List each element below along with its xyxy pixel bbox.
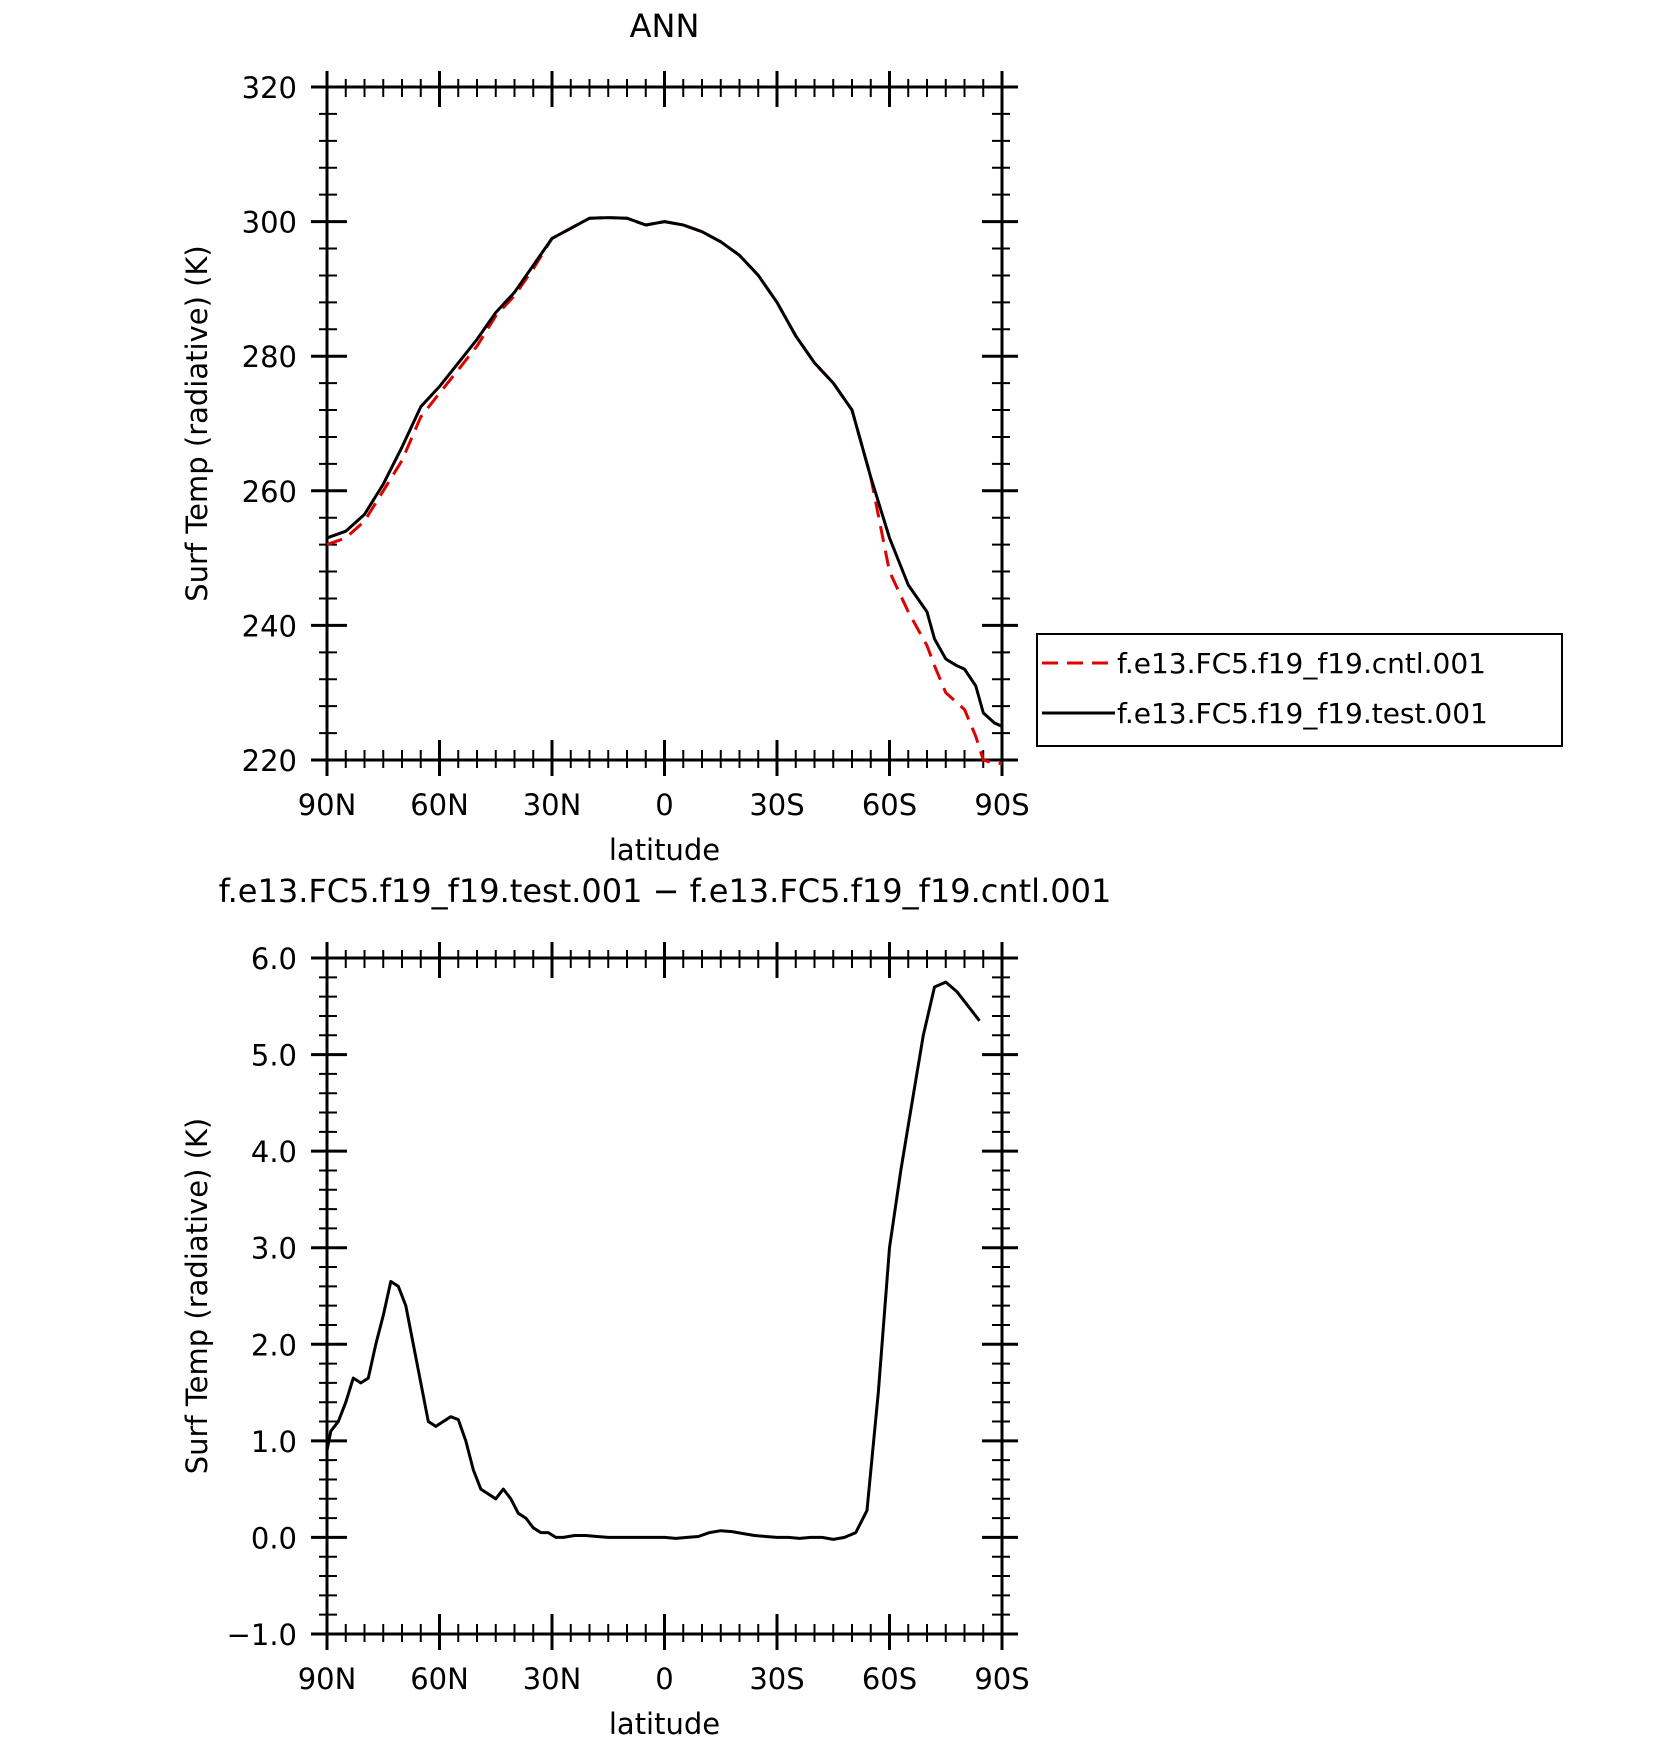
x-tick-label: 30N <box>523 1662 582 1696</box>
legend-label-cntl: f.e13.FC5.f19_f19.cntl.001 <box>1117 647 1486 680</box>
x-tick-label: 60S <box>862 1662 917 1696</box>
bottom-ticks: 90N 60N 30N 0 30S 60S 90S −1.0 0.0 1.0 2.0 3.0 4.0 5.… <box>227 942 1030 1696</box>
y-tick-label: 0.0 <box>251 1521 297 1555</box>
x-tick-label: 90S <box>974 788 1029 822</box>
top-ticks: 90N 60N 30N 0 30S 60S 90S 220 240 260 280 300 320 <box>242 71 1030 822</box>
y-tick-label: 300 <box>242 206 297 240</box>
x-tick-label: 0 <box>655 1662 673 1696</box>
y-tick-label: 1.0 <box>251 1425 297 1459</box>
y-tick-label: 260 <box>242 475 297 509</box>
series-line <box>326 216 1002 765</box>
series-line <box>326 216 1003 728</box>
x-tick-label: 60N <box>410 1662 469 1696</box>
x-tick-label: 60N <box>410 788 469 822</box>
bottom-x-axis-title: latitude <box>609 1707 720 1741</box>
x-tick-label: 90N <box>298 788 357 822</box>
bottom-y-axis-title: Surf Temp (radiative) (K) <box>180 1118 214 1475</box>
top-y-axis-title: Surf Temp (radiative) (K) <box>180 245 214 602</box>
y-tick-label: 2.0 <box>251 1328 297 1362</box>
x-tick-label: 30S <box>749 788 804 822</box>
y-tick-label: 220 <box>242 744 297 778</box>
y-tick-label: 3.0 <box>251 1232 297 1266</box>
y-tick-label: 240 <box>242 609 297 643</box>
bottom-plot-frame <box>325 956 1004 1636</box>
y-tick-label: −1.0 <box>227 1618 297 1652</box>
y-tick-label: 5.0 <box>251 1039 297 1073</box>
top-series-lines <box>326 216 1003 765</box>
top-x-axis-title: latitude <box>609 833 720 867</box>
x-tick-label: 60S <box>862 788 917 822</box>
x-tick-label: 30N <box>523 788 582 822</box>
x-tick-label: 90N <box>298 1662 357 1696</box>
top-plot-title: ANN <box>630 7 700 45</box>
y-tick-label: 4.0 <box>251 1135 297 1169</box>
x-tick-label: 0 <box>655 788 673 822</box>
legend: f.e13.FC5.f19_f19.cntl.001 f.e13.FC5.f19… <box>1036 633 1563 747</box>
x-tick-label: 90S <box>974 1662 1029 1696</box>
x-tick-label: 30S <box>749 1662 804 1696</box>
legend-box <box>1036 633 1563 747</box>
top-panel: ANN Surf Temp (radiative) (K) latitude 9… <box>180 7 1030 867</box>
bottom-series-lines <box>325 980 981 1541</box>
y-tick-label: 280 <box>242 340 297 374</box>
y-tick-label: 6.0 <box>251 942 297 976</box>
bottom-panel: f.e13.FC5.f19_f19.test.001 − f.e13.FC5.f… <box>180 872 1111 1741</box>
top-plot-frame <box>325 85 1004 762</box>
bottom-plot-title: f.e13.FC5.f19_f19.test.001 − f.e13.FC5.f… <box>219 872 1112 910</box>
y-tick-label: 320 <box>242 71 297 105</box>
legend-label-test: f.e13.FC5.f19_f19.test.001 <box>1117 697 1488 730</box>
series-line <box>325 980 981 1541</box>
